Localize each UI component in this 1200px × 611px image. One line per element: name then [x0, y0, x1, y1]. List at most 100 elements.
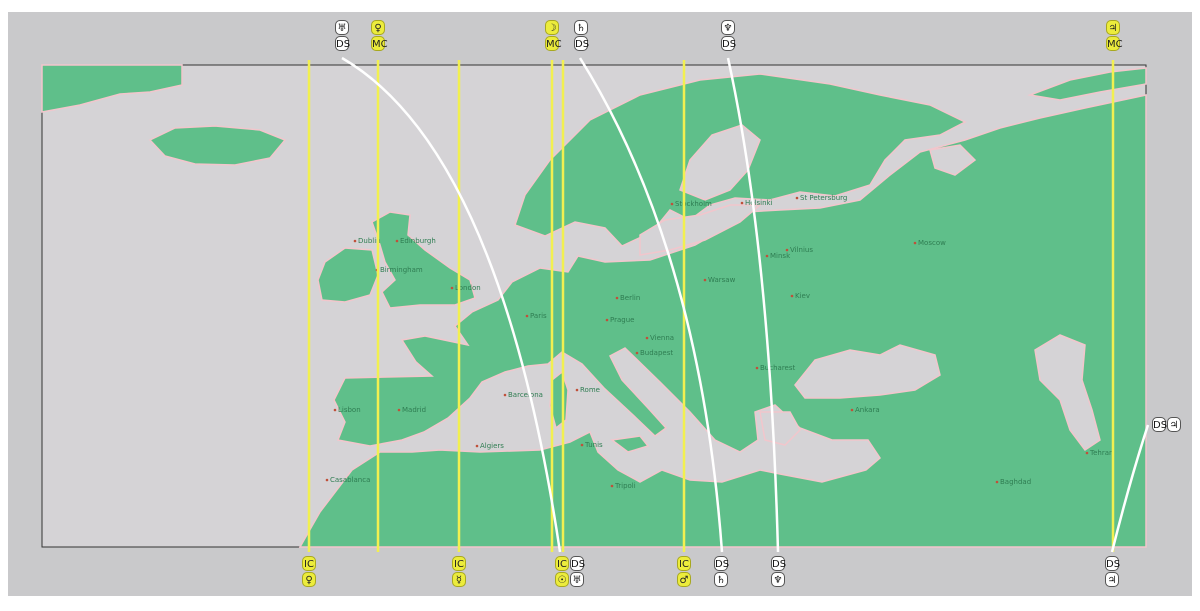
- mc-ic-marker-glyph[interactable]: ♀: [302, 572, 316, 587]
- city-label: Prague: [610, 316, 634, 324]
- city-dot: [740, 201, 744, 205]
- city-label: Minsk: [770, 252, 791, 260]
- asc-desc-marker-glyph[interactable]: ♆: [771, 572, 785, 587]
- city-label: Budapest: [640, 349, 673, 357]
- city-dot: [795, 196, 799, 200]
- great-britain: [371, 211, 476, 309]
- caspian-sea: [1034, 334, 1101, 452]
- city-label: Warsaw: [708, 276, 736, 284]
- city-label: Tehran: [1089, 449, 1113, 457]
- mc-ic-marker-glyph[interactable]: MC: [545, 36, 562, 51]
- asc-desc-marker-glyph[interactable]: DS: [714, 556, 729, 571]
- city-label: Tunis: [584, 441, 603, 449]
- greenland: [41, 64, 183, 113]
- inland-seas: [639, 124, 1101, 452]
- eurasia-africa: [298, 94, 1147, 548]
- city-label: Birmingham: [380, 266, 423, 274]
- asc-desc-curve[interactable]: [341, 56, 562, 553]
- asc-desc-marker-glyph[interactable]: ♅: [335, 20, 349, 35]
- mc-ic-marker-glyph[interactable]: ♂: [677, 572, 691, 587]
- asc-desc-curve[interactable]: [578, 57, 724, 553]
- city-label: Rome: [580, 386, 600, 394]
- city-dot: [475, 444, 479, 448]
- city-dot: [850, 408, 854, 412]
- city-label: Berlin: [620, 294, 640, 302]
- city-label: Lisbon: [338, 406, 361, 414]
- city-label: Barcelona: [508, 391, 543, 399]
- asc-desc-marker-glyph[interactable]: DS: [1105, 556, 1120, 571]
- mc-ic-marker-glyph[interactable]: MC: [371, 36, 388, 51]
- city-label: Stockholm: [675, 200, 712, 208]
- asc-desc-marker-glyph[interactable]: DS: [721, 36, 736, 51]
- asc-desc-marker-glyph[interactable]: ♃: [1167, 417, 1181, 432]
- asc-desc-marker-glyph[interactable]: ♃: [1105, 572, 1119, 587]
- asc-desc-marker-glyph[interactable]: ♄: [574, 20, 588, 35]
- city-label: Casablanca: [330, 476, 370, 484]
- city-dot: [615, 296, 619, 300]
- city-dot: [790, 294, 794, 298]
- city-dot: [605, 318, 609, 322]
- city-dot: [575, 388, 579, 392]
- city-dot: [325, 478, 329, 482]
- city-label: London: [455, 284, 481, 292]
- asc-desc-marker-glyph[interactable]: DS: [570, 556, 585, 571]
- mc-ic-marker-glyph[interactable]: ☽: [545, 20, 559, 35]
- city-dot: [635, 351, 639, 355]
- sicily: [610, 435, 650, 453]
- city-label: Moscow: [918, 239, 946, 247]
- city-dot: [645, 336, 649, 340]
- asc-desc-curve[interactable]: [726, 57, 780, 553]
- baltic-sea: [639, 204, 763, 256]
- mc-ic-marker-glyph[interactable]: IC: [302, 556, 316, 571]
- city-label: Edinburgh: [400, 237, 436, 245]
- asc-desc-curve[interactable]: [1110, 424, 1150, 553]
- asc-desc-marker-glyph[interactable]: DS: [335, 36, 350, 51]
- city-label: Madrid: [402, 406, 426, 414]
- city-label: St Petersburg: [800, 194, 847, 202]
- city-dot: [525, 314, 529, 318]
- aegean-sea: [759, 411, 801, 446]
- gulf-of-bothnia: [679, 124, 761, 201]
- asc-desc-marker-glyph[interactable]: ♆: [721, 20, 735, 35]
- asc-desc-marker-glyph[interactable]: DS: [574, 36, 589, 51]
- mc-ic-marker-glyph[interactable]: MC: [1106, 36, 1123, 51]
- city-dot: [703, 278, 707, 282]
- asc-desc-marker-glyph[interactable]: ♅: [570, 572, 584, 587]
- city-label: Kiev: [795, 292, 810, 300]
- city-dot: [610, 484, 614, 488]
- city-label: Baghdad: [1000, 478, 1031, 486]
- mc-ic-marker-glyph[interactable]: ☿: [452, 572, 466, 587]
- city-label: Helsinki: [745, 199, 773, 207]
- city-dot: [785, 248, 789, 252]
- mc-ic-marker-glyph[interactable]: IC: [677, 556, 691, 571]
- city-label: Paris: [530, 312, 547, 320]
- mc-ic-marker-glyph[interactable]: ♀: [371, 20, 385, 35]
- city-dot: [995, 480, 999, 484]
- iceland: [148, 125, 287, 166]
- asc-desc-marker-glyph[interactable]: DS: [1152, 417, 1167, 432]
- white-sea: [929, 144, 977, 176]
- ireland: [317, 247, 379, 303]
- city-dot: [395, 239, 399, 243]
- city-label: Bucharest: [760, 364, 795, 372]
- city-dot: [755, 366, 759, 370]
- mc-ic-marker-glyph[interactable]: IC: [555, 556, 569, 571]
- city-dot: [503, 393, 507, 397]
- city-label: Tripoli: [614, 482, 636, 490]
- novaya-zemlya: [1027, 67, 1147, 101]
- mc-ic-marker-glyph[interactable]: ☉: [555, 572, 569, 587]
- city-labels: Dublin Edinburgh Birmingham London Paris Madr…: [325, 194, 1113, 490]
- city-label: Dublin: [358, 237, 381, 245]
- asc-desc-marker-glyph[interactable]: ♄: [714, 572, 728, 587]
- city-dot: [333, 408, 337, 412]
- mc-ic-marker-glyph[interactable]: ♃: [1106, 20, 1120, 35]
- city-dot: [580, 443, 584, 447]
- mc-ic-marker-glyph[interactable]: IC: [452, 556, 466, 571]
- city-dot: [670, 202, 674, 206]
- black-sea: [794, 344, 941, 399]
- city-dot: [353, 239, 357, 243]
- asc-desc-marker-glyph[interactable]: DS: [771, 556, 786, 571]
- city-dot: [450, 286, 454, 290]
